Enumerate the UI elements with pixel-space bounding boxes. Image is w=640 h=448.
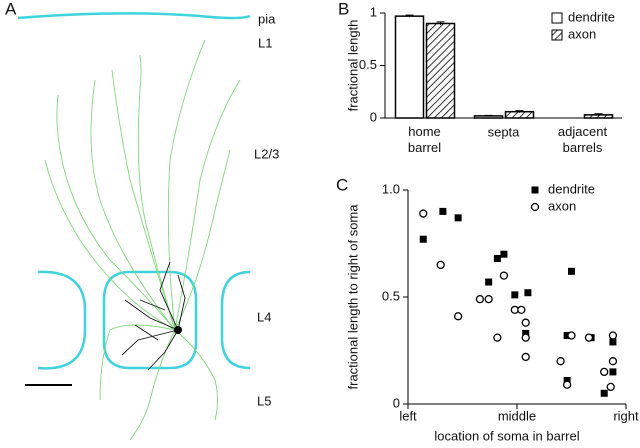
point <box>485 278 493 286</box>
panel-label: C <box>336 175 348 194</box>
point <box>419 235 427 243</box>
layer-label: L2/3 <box>254 146 279 161</box>
error-bar <box>484 114 493 117</box>
point <box>522 329 530 337</box>
legend-marker <box>530 202 540 212</box>
point <box>609 338 617 346</box>
point <box>475 294 485 304</box>
error-bar <box>594 113 603 116</box>
y-tick-label: 0.5 <box>359 57 377 72</box>
point <box>493 333 502 342</box>
point <box>568 267 575 275</box>
legend-label: dendrite <box>548 181 595 196</box>
point <box>439 207 447 215</box>
point <box>608 331 618 340</box>
point <box>436 260 445 270</box>
legend-swatch <box>551 29 563 41</box>
point <box>563 332 571 340</box>
point <box>584 333 594 342</box>
bar <box>394 15 425 119</box>
point <box>500 250 508 258</box>
point <box>453 312 463 321</box>
point <box>511 291 519 299</box>
panel-label: B <box>338 0 349 18</box>
error-bar <box>405 14 414 18</box>
legend-swatch <box>551 12 563 24</box>
point <box>567 331 576 340</box>
legend-label: dendrite <box>568 9 615 24</box>
legend-label: axon <box>568 26 596 41</box>
point <box>521 352 530 362</box>
point <box>600 389 608 397</box>
y-tick-label: 1.0 <box>382 181 400 196</box>
point <box>493 254 501 262</box>
point <box>600 367 609 377</box>
layer-label: L5 <box>257 393 271 408</box>
y-tick-label: 0 <box>393 395 400 410</box>
legend-marker <box>531 186 539 194</box>
point <box>563 376 571 384</box>
point <box>419 209 428 218</box>
point <box>521 333 530 342</box>
point <box>499 271 509 280</box>
x-tick-label: home barrel <box>408 124 441 155</box>
point <box>484 294 493 304</box>
point <box>608 357 618 366</box>
point <box>606 382 615 392</box>
point <box>517 305 526 314</box>
y-axis-label: fractional length <box>345 20 360 112</box>
x-tick-label: left <box>399 408 417 423</box>
legend-label: axon <box>548 198 576 213</box>
layer-label: pia <box>258 11 276 26</box>
point <box>524 289 532 297</box>
neuron-drawing <box>17 12 251 441</box>
x-axis-label: location of soma in barrel <box>434 428 579 443</box>
error-bar <box>515 110 524 113</box>
point <box>609 368 617 376</box>
point <box>521 318 530 327</box>
layer-label: L4 <box>257 309 271 324</box>
x-tick-label: middle <box>498 408 536 423</box>
point <box>556 357 565 366</box>
y-axis-label: fractional length to right of soma <box>345 204 360 390</box>
x-tick-label: adjacent barrels <box>558 124 608 155</box>
x-tick-label: septa <box>488 124 521 139</box>
x-tick-label: right <box>613 408 639 423</box>
point <box>562 380 572 389</box>
panel-label: A <box>5 0 17 18</box>
layer-label: L1 <box>258 35 272 50</box>
y-tick-label: 0.5 <box>382 288 400 303</box>
y-tick-label: 1 <box>370 4 377 19</box>
point <box>454 214 462 222</box>
error-bar <box>436 21 445 26</box>
bar <box>425 22 456 119</box>
y-tick-label: 0 <box>370 109 377 124</box>
